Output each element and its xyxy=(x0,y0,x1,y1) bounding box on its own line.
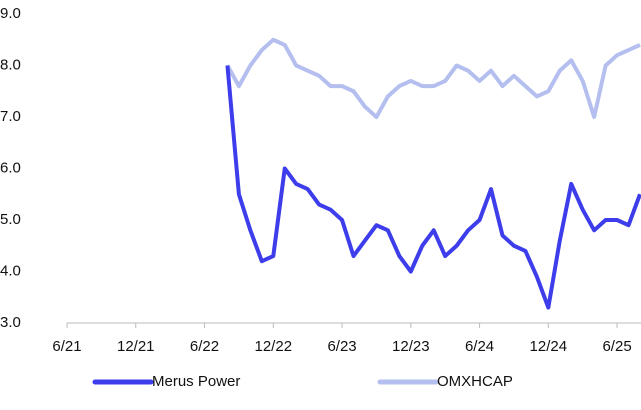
legend-label: OMXHCAP xyxy=(437,373,513,390)
x-tick-label: 6/22 xyxy=(190,338,219,355)
x-tick-label: 6/21 xyxy=(52,338,81,355)
y-tick-label: 9.0 xyxy=(0,5,21,22)
series-line xyxy=(225,37,641,119)
x-tick-label: 6/25 xyxy=(602,338,631,355)
x-tick-label: 12/22 xyxy=(255,338,293,355)
y-tick-label: 3.0 xyxy=(0,314,21,331)
series-line xyxy=(225,65,641,310)
x-tick-label: 12/24 xyxy=(530,338,568,355)
y-tick-label: 7.0 xyxy=(0,108,21,125)
x-tick-label: 12/21 xyxy=(117,338,155,355)
y-tick-label: 6.0 xyxy=(0,159,21,176)
x-tick-label: 6/23 xyxy=(327,338,356,355)
y-tick-label: 4.0 xyxy=(0,262,21,279)
x-tick-label: 6/24 xyxy=(465,338,494,355)
y-tick-label: 5.0 xyxy=(0,211,21,228)
y-tick-label: 8.0 xyxy=(0,56,21,73)
x-tick-label: 12/23 xyxy=(392,338,430,355)
legend-label: Merus Power xyxy=(152,373,240,390)
